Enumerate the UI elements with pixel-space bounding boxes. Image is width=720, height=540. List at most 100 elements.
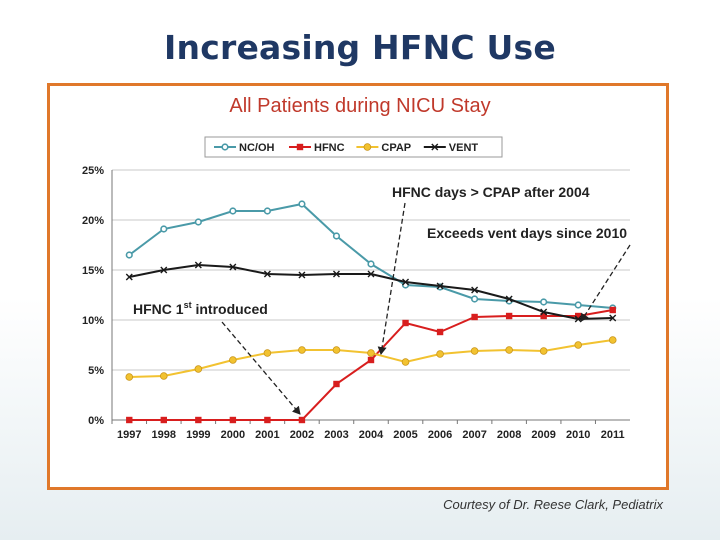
annotation-arrow [580, 244, 631, 322]
series-hfnc [126, 306, 616, 424]
legend-label-cpap: CPAP [381, 142, 411, 154]
x-tick-label: 2006 [428, 429, 452, 441]
slide-title: Increasing HFNC Use [164, 28, 556, 67]
data-point-vent [609, 314, 617, 322]
x-tick-label: 2000 [221, 429, 245, 441]
data-point-hfnc [296, 143, 304, 151]
data-point-cpap [160, 372, 168, 380]
data-point-nc-oh [194, 218, 202, 226]
annotation-text: HFNC days > CPAP after 2004 [392, 184, 590, 200]
data-point-cpap [332, 346, 341, 354]
data-point-vent [194, 261, 202, 269]
data-point-hfnc [540, 312, 547, 320]
data-point-cpap [574, 341, 582, 349]
data-point-vent [505, 295, 513, 303]
data-point-vent [402, 278, 410, 286]
data-point-vent [436, 282, 444, 290]
data-point-vent [574, 315, 582, 323]
annotation-arrow [377, 202, 406, 355]
data-point-hfnc [471, 313, 478, 321]
data-point-cpap [194, 365, 203, 373]
data-point-vent [125, 273, 133, 281]
data-point-nc-oh [574, 301, 582, 309]
x-tick-label: 1998 [152, 429, 176, 441]
data-point-hfnc [333, 380, 340, 388]
data-point-cpap [470, 347, 479, 355]
data-point-nc-oh [540, 298, 548, 306]
data-point-nc-oh [298, 200, 306, 208]
legend-label-nc-oh: NC/OH [239, 142, 275, 154]
data-point-cpap [363, 143, 372, 151]
data-point-hfnc [195, 416, 202, 424]
x-tick-label: 1999 [186, 429, 210, 441]
x-tick-label: 2004 [359, 429, 384, 441]
annotation-text: HFNC 1st introduced [133, 300, 268, 317]
credit-text: Courtesy of Dr. Reese Clark, Pediatrix [443, 497, 663, 512]
y-tick-label: 0% [88, 415, 104, 427]
data-point-hfnc [609, 306, 616, 314]
annotation-arrow [221, 321, 301, 415]
data-point-hfnc [505, 312, 513, 320]
data-point-cpap [505, 346, 513, 354]
data-point-hfnc [126, 416, 133, 424]
data-point-hfnc [298, 416, 306, 424]
data-point-vent [471, 286, 479, 294]
y-tick-label: 10% [82, 315, 104, 327]
data-point-nc-oh [229, 207, 237, 215]
series-line-hfnc [129, 309, 613, 421]
data-point-vent [229, 263, 237, 271]
x-tick-label: 2002 [290, 429, 314, 441]
data-point-vent [160, 266, 168, 274]
data-point-cpap [367, 349, 375, 357]
data-point-cpap [539, 347, 548, 355]
x-tick-label: 2009 [531, 429, 555, 441]
data-point-hfnc [436, 328, 444, 336]
legend-label-hfnc: HFNC [314, 142, 345, 154]
grid-lines [112, 169, 630, 421]
data-point-hfnc [575, 312, 582, 320]
x-tick-label: 2001 [255, 429, 279, 441]
data-point-nc-oh [332, 232, 341, 240]
series-vent [125, 261, 617, 323]
annotation-text: Exceeds vent days since 2010 [427, 225, 627, 241]
chart-title: All Patients during NICU Stay [229, 95, 491, 117]
data-point-nc-oh [367, 260, 375, 268]
data-point-nc-oh [471, 295, 479, 303]
data-point-cpap [401, 358, 410, 366]
data-point-hfnc [229, 416, 237, 424]
y-tick-label: 25% [82, 165, 104, 177]
x-tick-label: 2005 [393, 429, 417, 441]
series-group [125, 200, 617, 424]
y-tick-label: 15% [82, 265, 104, 277]
data-point-hfnc [402, 319, 409, 327]
x-tick-label: 2011 [601, 429, 625, 441]
data-point-hfnc [160, 416, 167, 424]
legend-label-vent: VENT [449, 142, 479, 154]
data-point-cpap [298, 346, 306, 354]
data-point-cpap [229, 356, 237, 364]
x-tick-label: 2008 [497, 429, 521, 441]
data-point-cpap [263, 349, 272, 357]
x-tick-label: 2010 [566, 429, 590, 441]
data-point-nc-oh [160, 225, 168, 233]
data-point-hfnc [367, 356, 375, 364]
legend-box [204, 136, 503, 158]
x-tick-label: 1997 [117, 429, 141, 441]
data-point-vent [431, 143, 439, 151]
data-point-vent [332, 270, 340, 278]
data-point-vent [540, 308, 548, 316]
x-tick-label: 2003 [324, 429, 348, 441]
annotations: HFNC days > CPAP after 2004 Exceeds vent … [133, 184, 631, 415]
legend: NC/OH HFNC CPAP VENT [204, 136, 503, 158]
data-point-vent [263, 270, 271, 278]
data-point-nc-oh [263, 207, 272, 215]
data-point-cpap [608, 336, 617, 344]
data-point-nc-oh [125, 251, 133, 259]
series-nc-oh [125, 200, 617, 312]
data-point-vent [367, 270, 375, 278]
series-cpap [125, 336, 617, 381]
x-tick-label: 2007 [462, 429, 486, 441]
data-point-cpap [436, 350, 444, 358]
y-tick-label: 20% [82, 215, 104, 227]
